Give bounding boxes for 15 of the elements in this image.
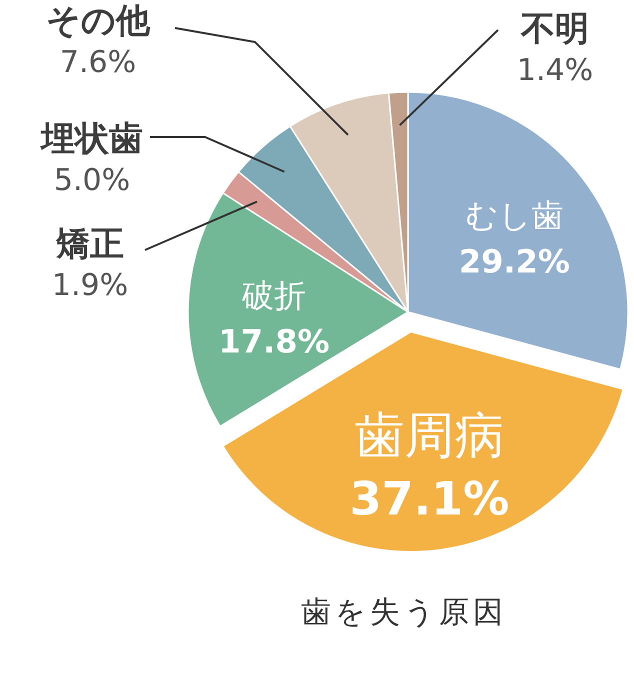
slice-label: むし歯 xyxy=(465,196,564,235)
text: 歯を失う原因 xyxy=(301,595,507,630)
data-label: 1.9% xyxy=(52,268,128,303)
slice-label: 埋状歯 xyxy=(39,119,143,159)
data-label: 17.8% xyxy=(218,322,330,360)
slice-label: 矯正 xyxy=(55,224,124,264)
slice-label: 歯周病 xyxy=(354,406,504,464)
data-label: 7.6% xyxy=(60,45,136,80)
data-label: 37.1% xyxy=(350,471,510,526)
data-label: 29.2% xyxy=(458,242,570,281)
slice-label: 破折 xyxy=(241,276,306,314)
slice-label: その他 xyxy=(46,1,151,41)
data-label: 1.4% xyxy=(516,53,594,88)
slice-label: 不明 xyxy=(520,9,589,49)
data-label: 5.0% xyxy=(54,163,130,198)
